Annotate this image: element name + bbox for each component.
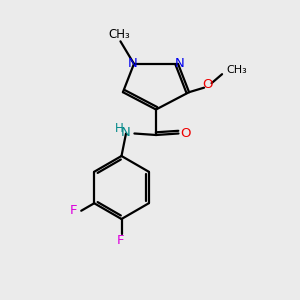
- Text: H: H: [114, 122, 123, 135]
- Text: N: N: [121, 126, 131, 139]
- Text: F: F: [70, 204, 77, 217]
- Text: CH₃: CH₃: [226, 65, 247, 75]
- Text: F: F: [116, 234, 124, 248]
- Text: CH₃: CH₃: [108, 28, 130, 41]
- Text: N: N: [175, 57, 184, 70]
- Text: O: O: [203, 78, 213, 91]
- Text: O: O: [180, 127, 190, 140]
- Text: N: N: [128, 57, 137, 70]
